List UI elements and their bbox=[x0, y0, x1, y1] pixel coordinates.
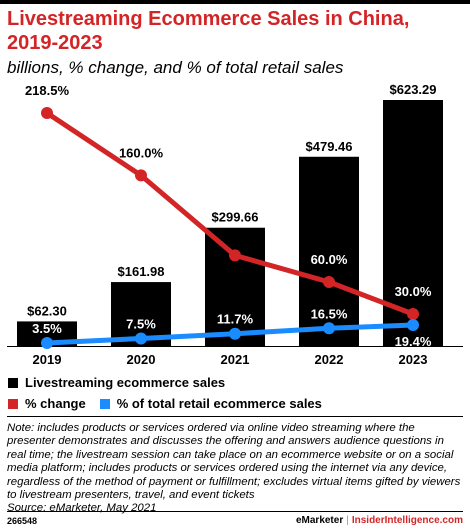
legend-swatch-change bbox=[8, 398, 18, 409]
brand-emarketer: eMarketer bbox=[295, 515, 344, 526]
share-label-2019: 3.5% bbox=[32, 321, 62, 336]
legend-swatch-sales bbox=[8, 377, 18, 388]
change-label-2023: 30.0% bbox=[395, 284, 432, 299]
top-rule bbox=[0, 0, 470, 4]
legend-swatch-share bbox=[99, 398, 110, 409]
change-point-2021 bbox=[229, 249, 241, 262]
share-point-2021 bbox=[229, 327, 241, 340]
x-tick-2020: 2020 bbox=[127, 352, 156, 367]
chart-svg: $62.30 $161.98 $299.66 $479.46 $623.29 218.5%… bbox=[7, 82, 463, 367]
bar-label-2022: $479.46 bbox=[306, 139, 353, 154]
change-point-2023 bbox=[407, 308, 419, 320]
bar-label-2020: $161.98 bbox=[118, 264, 165, 279]
share-point-2019 bbox=[41, 337, 53, 349]
change-label-2022: 60.0% bbox=[311, 252, 348, 267]
share-point-2022 bbox=[323, 322, 335, 335]
footnote: Note: includes products or services orde… bbox=[7, 422, 465, 516]
legend-row-sales: Livestreaming ecommerce sales bbox=[8, 375, 225, 390]
change-label-2021: 85.0% bbox=[217, 225, 254, 240]
bar-2022 bbox=[299, 156, 359, 346]
legend-label-sales: Livestreaming ecommerce sales bbox=[25, 375, 226, 390]
bar-label-2019: $62.30 bbox=[27, 303, 67, 318]
legend-row-lines: % change % of total retail ecommerce sal… bbox=[8, 396, 322, 411]
brand-separator: | bbox=[346, 515, 349, 526]
change-point-2020 bbox=[135, 169, 147, 182]
note-divider bbox=[7, 416, 463, 417]
x-tick-2022: 2022 bbox=[315, 352, 344, 367]
share-point-2023 bbox=[407, 319, 419, 331]
share-point-2020 bbox=[135, 332, 147, 345]
share-label-2023: 19.4% bbox=[395, 334, 432, 349]
bar-label-2021: $299.66 bbox=[212, 210, 259, 225]
legend-label-change: % change bbox=[25, 396, 86, 411]
x-tick-2019: 2019 bbox=[33, 352, 62, 367]
footer-divider bbox=[7, 511, 463, 512]
footer-brand: eMarketer | InsiderIntelligence.com bbox=[296, 515, 463, 526]
change-point-2019 bbox=[41, 107, 53, 119]
share-label-2021: 11.7% bbox=[217, 312, 254, 327]
chart-subtitle: billions, % change, and % of total retai… bbox=[7, 58, 344, 77]
share-label-2020: 7.5% bbox=[126, 316, 156, 331]
note-text: Note: includes products or services orde… bbox=[7, 422, 461, 502]
title-line-2: 2019-2023 bbox=[7, 32, 103, 54]
source-text: Source: eMarketer, May 2021 bbox=[7, 502, 157, 515]
legend-label-share: % of total retail ecommerce sales bbox=[116, 396, 322, 411]
share-label-2022: 16.5% bbox=[311, 306, 348, 321]
change-point-2022 bbox=[323, 276, 335, 289]
bar-label-2023: $623.29 bbox=[390, 82, 437, 97]
bar-2021 bbox=[205, 227, 265, 346]
chart-title: Livestreaming Ecommerce Sales in China, … bbox=[7, 7, 467, 55]
chart-id: 266548 bbox=[7, 516, 38, 526]
brand-insider: InsiderIntelligence.com bbox=[351, 515, 463, 526]
title-line-1: Livestreaming Ecommerce Sales in China, bbox=[7, 8, 410, 30]
change-label-2020: 160.0% bbox=[119, 145, 164, 160]
x-tick-2023: 2023 bbox=[399, 352, 428, 367]
x-tick-2021: 2021 bbox=[221, 352, 250, 367]
change-label-2019: 218.5% bbox=[25, 83, 70, 98]
